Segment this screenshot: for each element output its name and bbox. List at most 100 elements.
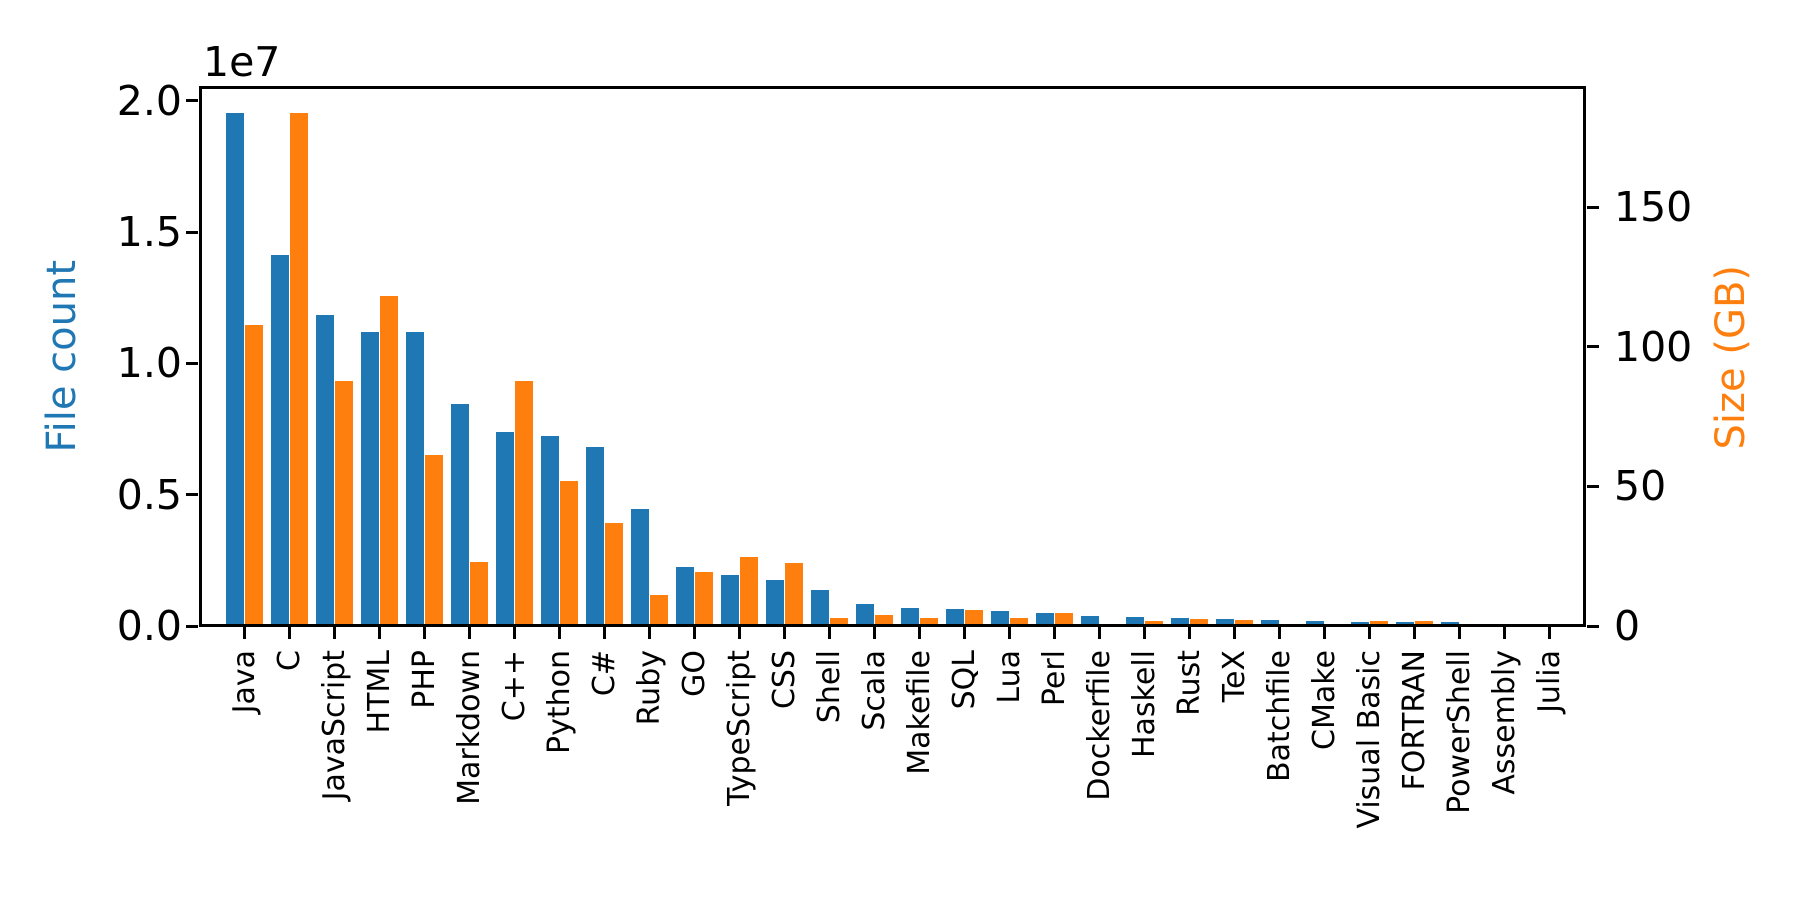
- x-tick-label-text-markdown: Markdown: [451, 650, 487, 805]
- x-tick-markdown: [468, 627, 471, 639]
- bar-size-gb-sql: [964, 610, 983, 626]
- y-tick-left-0.0: [186, 624, 198, 628]
- bar-size-gb-go: [694, 572, 713, 626]
- x-tick-scala: [873, 627, 876, 639]
- bar-size-gb-batchfile: [1279, 624, 1298, 626]
- x-tick-label-c-: C#: [587, 650, 636, 696]
- bar-size-gb-powershell: [1459, 624, 1478, 626]
- axis-offset-exponent-label: 1e7: [203, 38, 281, 86]
- x-tick-label-go: GO: [677, 650, 727, 697]
- bar-file-count-c: [271, 254, 290, 626]
- bar-file-count-css: [766, 580, 785, 626]
- bar-file-count-rust: [1171, 617, 1190, 626]
- bar-size-gb-dockerfile: [1099, 624, 1118, 626]
- x-tick-label-text-php: PHP: [406, 650, 442, 709]
- x-tick-fortran: [1413, 627, 1416, 639]
- x-tick-label-text-powershell: PowerShell: [1441, 650, 1477, 814]
- x-tick-label-text-batchfile: Batchfile: [1261, 650, 1297, 782]
- y-tick-right-100: [1587, 345, 1599, 349]
- x-tick-label-text-rust: Rust: [1171, 650, 1207, 716]
- bar-file-count-perl: [1036, 612, 1055, 626]
- bar-file-count-powershell: [1441, 622, 1460, 626]
- bar-file-count-java: [226, 112, 245, 626]
- x-tick-label-text-c: C: [271, 650, 307, 671]
- bar-size-gb-css: [784, 562, 803, 626]
- bar-size-gb-python: [559, 480, 578, 626]
- y-tick-label-left-0.0: 0.0: [116, 602, 182, 650]
- bar-file-count-php: [406, 332, 425, 626]
- bar-file-count-visual-basic: [1351, 621, 1370, 626]
- bar-file-count-markdown: [451, 403, 470, 626]
- y-tick-right-150: [1587, 205, 1599, 209]
- bar-size-gb-ruby: [649, 595, 668, 626]
- x-tick-label-text-cmake: CMake: [1306, 650, 1342, 750]
- bar-size-gb-c-: [604, 523, 623, 626]
- y-tick-label-left-1.5: 1.5: [116, 208, 182, 257]
- x-tick-sql: [963, 627, 966, 639]
- x-tick-label-text-ruby: Ruby: [631, 650, 667, 726]
- x-tick-julia: [1548, 627, 1551, 639]
- x-tick-label-text-fortran: FORTRAN: [1396, 650, 1432, 791]
- x-tick-label-text-c-: C++: [496, 650, 532, 722]
- x-tick-label-text-html: HTML: [361, 650, 397, 734]
- bar-size-gb-makefile: [919, 617, 938, 626]
- bar-size-gb-c-: [514, 381, 533, 626]
- bar-file-count-c-: [496, 432, 515, 626]
- x-tick-label-text-sql: SQL: [946, 650, 982, 710]
- x-tick-css: [783, 627, 786, 639]
- x-tick-label-julia: Julia: [1532, 650, 1598, 713]
- bar-size-gb-cmake: [1324, 624, 1343, 626]
- bar-size-gb-php: [424, 454, 443, 626]
- right-axis-title-text: Size (GB): [1708, 264, 1754, 449]
- bar-file-count-shell: [811, 589, 830, 626]
- x-tick-label-text-css: CSS: [766, 650, 802, 710]
- bar-size-gb-visual-basic: [1369, 620, 1388, 626]
- y-tick-label-right-100: 100: [1614, 322, 1693, 371]
- bar-file-count-tex: [1216, 619, 1235, 626]
- x-tick-label-text-dockerfile: Dockerfile: [1081, 650, 1117, 801]
- x-tick-label-text-java: Java: [226, 650, 262, 714]
- bar-size-gb-typescript: [739, 557, 758, 626]
- bar-size-gb-julia: [1549, 625, 1568, 626]
- bar-file-count-makefile: [901, 608, 920, 626]
- right-axis-title: Size (GB): [1708, 265, 1800, 449]
- bar-size-gb-haskell: [1144, 620, 1163, 626]
- x-tick-visual-basic: [1368, 627, 1371, 639]
- y-tick-right-0: [1587, 624, 1599, 628]
- bar-file-count-go: [676, 566, 695, 626]
- bar-size-gb-javascript: [334, 380, 353, 626]
- bar-file-count-lua: [991, 610, 1010, 626]
- bar-file-count-dockerfile: [1081, 616, 1100, 626]
- x-tick-label-text-haskell: Haskell: [1126, 650, 1162, 759]
- x-tick-go: [693, 627, 696, 639]
- bar-file-count-python: [541, 436, 560, 626]
- x-tick-label-text-makefile: Makefile: [901, 650, 937, 775]
- x-tick-lua: [1008, 627, 1011, 639]
- x-tick-tex: [1233, 627, 1236, 639]
- x-tick-label-text-assembly: Assembly: [1486, 650, 1522, 795]
- y-tick-label-right-0: 0: [1614, 602, 1641, 650]
- x-tick-typescript: [738, 627, 741, 639]
- y-tick-label-left-1.0: 1.0: [116, 339, 182, 388]
- bar-file-count-html: [361, 332, 380, 626]
- bar-file-count-javascript: [316, 315, 335, 626]
- y-tick-label-right-50: 50: [1614, 462, 1667, 511]
- y-tick-right-50: [1587, 484, 1599, 488]
- x-tick-dockerfile: [1098, 627, 1101, 639]
- x-tick-label-text-tex: TeX: [1216, 650, 1252, 703]
- x-tick-label-text-perl: Perl: [1036, 650, 1072, 707]
- bar-file-count-julia: [1531, 624, 1550, 626]
- bar-size-gb-perl: [1054, 612, 1073, 626]
- x-tick-cmake: [1323, 627, 1326, 639]
- bar-file-count-ruby: [631, 508, 650, 626]
- y-tick-label-right-150: 150: [1614, 183, 1693, 232]
- bar-file-count-fortran: [1396, 622, 1415, 626]
- x-tick-perl: [1053, 627, 1056, 639]
- x-tick-java: [243, 627, 246, 639]
- x-tick-makefile: [918, 627, 921, 639]
- x-tick-label-text-typescript: TypeScript: [721, 650, 757, 806]
- bar-size-gb-lua: [1009, 618, 1028, 626]
- y-tick-left-1.5: [186, 230, 198, 234]
- y-tick-left-0.5: [186, 493, 198, 497]
